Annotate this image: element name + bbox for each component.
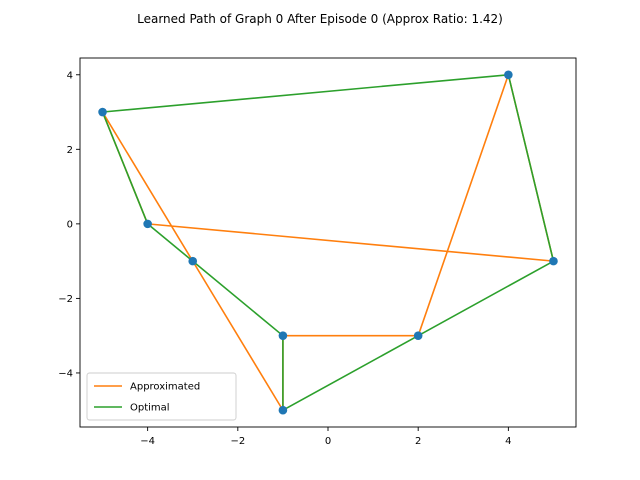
x-tick-label-0: −4 [140,436,155,447]
y-tick-label-4: 4 [67,70,73,81]
node-point-6 [504,70,513,80]
legend-label-optimal: Optimal [130,403,170,414]
x-tick-label-4: 4 [505,436,511,447]
node-point-2 [188,256,198,266]
y-tick-label-2: 0 [67,219,73,230]
node-point-4 [278,405,288,415]
node-point-3 [278,331,288,340]
plot-area: −4 −2 0 2 4 −4 −2 0 2 4 Approximated Optimal [58,57,577,447]
node-point-1 [143,219,152,229]
x-tick-label-1: −2 [230,436,245,447]
series-line-optimal [101,73,555,412]
node-point-5 [413,331,423,340]
y-tick-label-1: −2 [58,294,73,305]
y-tick-label-0: −4 [58,368,73,379]
chart-title: Learned Path of Graph 0 After Episode 0 … [137,12,503,26]
axes-frame [79,57,577,428]
y-tick-label-3: 2 [67,145,73,156]
x-tick-label-2: 0 [325,436,331,447]
legend-label-approximated: Approximated [130,382,200,393]
x-tick-label-3: 2 [415,436,421,447]
node-point-7 [549,256,558,266]
node-point-0 [98,107,107,117]
legend-box [86,372,237,421]
